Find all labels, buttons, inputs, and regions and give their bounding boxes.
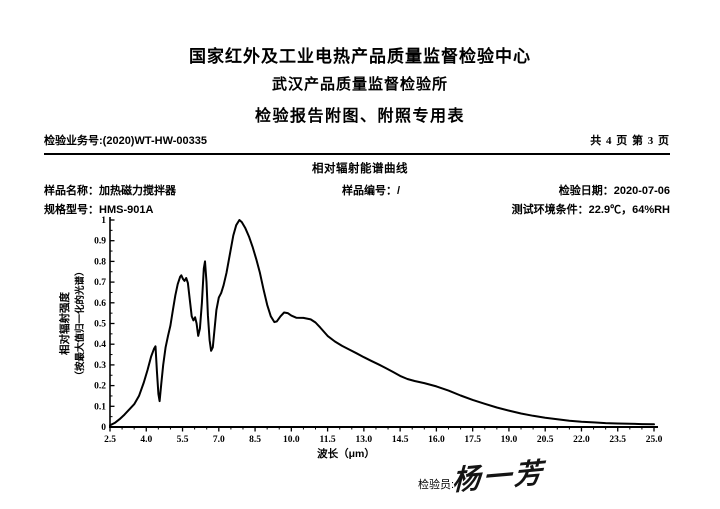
x-tick-label: 11.5: [320, 435, 336, 445]
y-tick-label: 0.7: [94, 278, 106, 288]
y-tick-label: 1: [101, 216, 106, 226]
x-tick-label: 17.5: [464, 435, 481, 445]
chart-title: 相对辐射能谱曲线: [312, 163, 408, 175]
business-no: 检验业务号:(2020)WT-HW-00335: [44, 132, 207, 148]
inspect-date: 检验日期：2020-07-06: [559, 182, 670, 198]
x-tick-label: 20.5: [537, 435, 554, 445]
x-tick-label: 10.0: [283, 435, 300, 445]
y-tick-label: 0.6: [94, 299, 106, 309]
x-tick-label: 7.0: [213, 435, 225, 445]
sample-name: 样品名称：加热磁力搅拌器: [44, 182, 176, 198]
env-label: 测试环境条件：: [511, 204, 589, 216]
x-tick-label: 23.5: [609, 435, 626, 445]
sample-name-label: 样品名称：: [44, 185, 99, 197]
inspect-date-value: 2020-07-06: [613, 185, 670, 197]
org-title-line1: 国家红外及工业电热产品质量监督检验中心: [189, 47, 531, 66]
y-tick-label: 0.9: [94, 237, 106, 247]
y-axis-title-line1: 相对辐射强度: [58, 292, 71, 355]
x-axis-title: 波长（μm）: [317, 447, 375, 460]
page-indicator: 共 4 页 第 3 页: [590, 135, 670, 147]
y-tick-label: 0.4: [94, 340, 106, 350]
y-tick-label: 0.2: [94, 382, 106, 392]
model-label: 规格型号：: [44, 204, 99, 216]
x-tick-label: 8.5: [249, 435, 261, 445]
business-no-label: 检验业务号:: [44, 135, 103, 147]
x-tick-label: 4.0: [140, 435, 152, 445]
sample-no-label: 样品编号：: [342, 185, 397, 197]
x-tick-label: 13.0: [356, 435, 373, 445]
sample-no-value: /: [397, 185, 401, 197]
report-form-title: 检验报告附图、附照专用表: [254, 108, 465, 125]
env-value: 22.9℃，64%RH: [588, 204, 670, 216]
x-tick-label: 5.5: [177, 435, 189, 445]
x-tick-label: 16.0: [428, 435, 445, 445]
sample-name-value: 加热磁力搅拌器: [99, 185, 176, 197]
sample-no: 样品编号：/: [342, 182, 400, 198]
spectrum-curve: [109, 219, 655, 427]
meta-row: 检验业务号:(2020)WT-HW-00335 共 4 页 第 3 页: [44, 132, 670, 155]
y-tick-label: 0.5: [94, 320, 106, 330]
model-value: HMS-901A: [99, 204, 154, 216]
inspect-date-label: 检验日期：: [558, 185, 614, 197]
x-tick-label: 19.0: [501, 435, 518, 445]
x-tick-label: 2.5: [104, 435, 116, 445]
y-axis-title-line2: （按最大值归一化的光谱）: [74, 266, 86, 380]
inspector-signature: 杨一芳: [451, 457, 546, 498]
y-tick-label: 0.3: [94, 361, 106, 371]
test-environment: 测试环境条件：22.9℃，64%RH: [512, 201, 670, 217]
spectrum-chart: 2.5 4.0 5.5 7.0 8.5 10.0 11.5 13.0 14.5 16.0 17.5 1…: [58, 216, 663, 460]
y-tick-label: 0.1: [94, 402, 106, 412]
x-tick-label: 14.5: [392, 435, 409, 445]
inspector-label: 检验员:: [418, 479, 455, 491]
y-tick-label: 0: [101, 423, 106, 433]
model: 规格型号：HMS-901A: [44, 201, 153, 217]
org-title-line2: 武汉产品质量监督检验所: [271, 76, 448, 93]
x-tick-label: 25.0: [646, 435, 663, 445]
x-tick-label: 22.0: [573, 435, 590, 445]
business-no-value: (2020)WT-HW-00335: [102, 135, 207, 147]
y-tick-label: 0.8: [94, 257, 106, 267]
